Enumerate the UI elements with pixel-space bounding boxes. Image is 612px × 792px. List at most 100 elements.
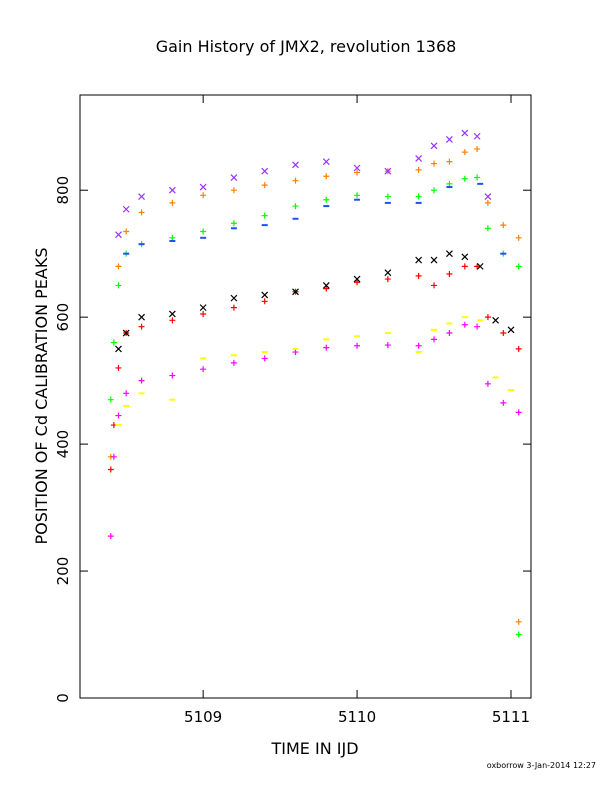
data-point-s3-6	[200, 366, 207, 373]
data-point-s3-17	[474, 323, 481, 330]
data-point-s6-15	[476, 262, 484, 270]
data-point-s1-10	[323, 196, 330, 203]
data-point-s0-20	[515, 234, 522, 241]
data-point-s1-12	[384, 193, 391, 200]
data-point-s0-6	[200, 192, 207, 199]
data-point-s4-5	[230, 174, 238, 181]
data-point-s6-1	[122, 329, 130, 337]
data-point-s2-15	[446, 270, 453, 277]
data-point-s4-3	[168, 186, 176, 194]
data-point-s0-19	[500, 222, 507, 229]
data-point-s1-8	[261, 212, 268, 219]
data-point-s0-4	[138, 209, 145, 216]
data-point-s4-2	[138, 193, 145, 200]
data-point-s8-0	[515, 618, 522, 625]
data-point-s2-19	[500, 330, 507, 337]
data-point-s6-16	[492, 316, 500, 324]
data-point-s1-13	[415, 193, 422, 200]
data-point-s3-12	[384, 342, 391, 349]
data-point-s2-6	[200, 310, 207, 317]
x-axis: 5109 5110 5111	[184, 95, 530, 726]
data-point-s0-8	[261, 182, 268, 189]
data-point-s6-8	[322, 281, 330, 289]
plot-frame	[79, 94, 532, 699]
data-point-s4-16	[484, 193, 492, 200]
data-point-s1-11	[354, 192, 361, 199]
data-point-s4-11	[415, 155, 423, 162]
data-point-s0-17	[474, 145, 481, 152]
data-point-s0-2	[115, 263, 122, 270]
data-point-s1-5	[169, 234, 176, 241]
x-axis-label: TIME IN IJD	[270, 739, 358, 758]
data-point-s4-4	[199, 183, 207, 191]
data-point-s6-0	[115, 345, 122, 353]
data-point-s0-13	[415, 166, 422, 173]
data-point-s6-4	[199, 304, 207, 312]
data-point-s4-7	[292, 161, 299, 169]
data-point-s3-1	[110, 453, 117, 460]
data-point-s1-18	[484, 225, 491, 232]
data-point-s1-1	[110, 339, 117, 346]
data-point-s3-0	[107, 533, 114, 540]
data-point-s3-19	[500, 399, 507, 406]
data-point-s1-6	[200, 228, 207, 235]
data-point-s3-10	[323, 344, 330, 351]
data-point-s4-15	[473, 132, 481, 140]
data-point-s4-9	[353, 164, 361, 172]
data-point-s2-0	[107, 466, 114, 473]
data-point-s4-1	[122, 205, 130, 213]
data-point-s1-16	[461, 175, 468, 182]
data-point-s3-14	[431, 336, 438, 343]
data-point-s4-10	[384, 167, 392, 175]
data-point-s6-9	[353, 275, 361, 283]
y-tick-label: 200	[54, 557, 72, 586]
data-point-s2-5	[169, 317, 176, 324]
x-tick-label: 5111	[492, 708, 530, 726]
data-point-s3-13	[415, 342, 422, 349]
y-axis: 0 200 400 600 800	[54, 176, 531, 703]
x-tick-label: 5110	[338, 708, 376, 726]
data-point-s1-0	[107, 396, 114, 403]
data-point-s2-4	[138, 323, 145, 330]
data-point-s0-5	[169, 199, 176, 206]
data-point-s3-11	[354, 342, 361, 349]
data-point-s6-14	[461, 253, 469, 261]
data-point-s6-17	[507, 326, 515, 334]
data-point-s3-18	[484, 380, 491, 387]
data-point-s6-5	[230, 294, 238, 302]
data-point-s3-5	[169, 372, 176, 379]
data-point-s6-10	[384, 269, 392, 277]
data-points	[107, 129, 522, 638]
footer-timestamp: oxborrow 3-Jan-2014 12:27	[487, 761, 596, 770]
data-point-s0-14	[431, 160, 438, 167]
data-point-s1-20	[515, 263, 522, 270]
data-point-s6-11	[415, 256, 423, 264]
data-point-s2-8	[261, 298, 268, 305]
data-point-s6-2	[138, 313, 145, 321]
data-point-s6-6	[261, 291, 269, 299]
data-point-s6-13	[445, 250, 453, 258]
data-point-s1-17	[474, 174, 481, 181]
data-point-s6-12	[430, 256, 438, 264]
chart-title: Gain History of JMX2, revolution 1368	[156, 37, 457, 56]
data-point-s3-2	[115, 412, 122, 419]
data-point-s0-11	[354, 169, 361, 176]
data-point-s2-10	[323, 285, 330, 292]
y-tick-label: 400	[54, 430, 72, 459]
data-point-s0-15	[446, 158, 453, 165]
data-point-s0-16	[461, 149, 468, 156]
data-point-s1-2	[115, 282, 122, 289]
data-point-s4-13	[445, 136, 453, 143]
data-point-s1-15	[446, 180, 453, 187]
y-tick-label: 600	[54, 303, 72, 332]
data-point-s4-12	[430, 142, 438, 150]
data-point-s2-2	[115, 364, 122, 371]
y-axis-label: POSITION OF Cd CALIBRATION PEAKS	[32, 248, 51, 545]
data-point-s3-15	[446, 330, 453, 337]
x-tick-label: 5109	[184, 708, 222, 726]
data-point-s0-7	[230, 187, 237, 194]
data-point-s2-11	[354, 279, 361, 286]
data-point-s3-3	[123, 390, 130, 397]
data-point-s3-9	[292, 349, 299, 356]
